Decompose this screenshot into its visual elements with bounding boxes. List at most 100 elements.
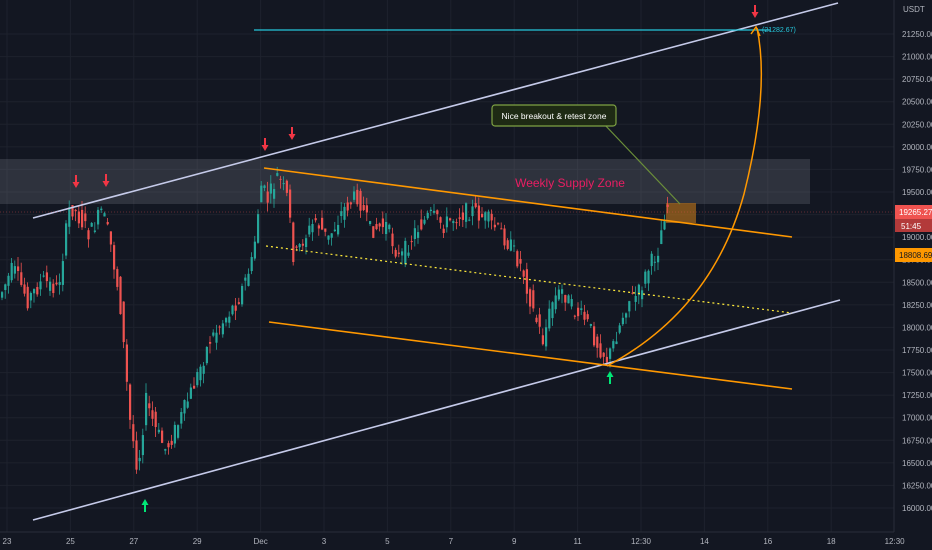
- candle-body: [151, 410, 154, 419]
- candle-body: [161, 430, 164, 443]
- time-tick-label: 27: [129, 537, 138, 546]
- candle-body: [20, 272, 23, 285]
- candle-body: [228, 316, 231, 323]
- countdown-value: 51:45: [901, 222, 922, 231]
- current-price-value: 19265.27: [899, 208, 932, 217]
- candle-body: [385, 221, 388, 235]
- candle-body: [250, 257, 253, 272]
- candle-body: [596, 336, 599, 348]
- candle-body: [13, 266, 16, 274]
- candle-body: [33, 289, 36, 294]
- candle-body: [285, 180, 288, 193]
- price-axis-panel[interactable]: [894, 0, 932, 532]
- candle-body: [26, 286, 29, 309]
- candle-body: [449, 218, 452, 221]
- candle-body: [170, 440, 173, 445]
- candles: [1, 166, 669, 474]
- candle-body: [359, 190, 362, 211]
- candle-body: [301, 243, 304, 246]
- candle-body: [119, 276, 122, 315]
- candle-body: [506, 240, 509, 249]
- candle-body: [410, 241, 413, 243]
- candle-body: [298, 244, 301, 248]
- green-up-arrow: [141, 499, 149, 512]
- candle-body: [327, 235, 330, 240]
- candle-body: [522, 270, 525, 277]
- candle-body: [605, 356, 608, 363]
- candle-body: [148, 403, 151, 409]
- candle-body: [497, 223, 500, 225]
- candle-body: [609, 348, 612, 359]
- candle-body: [93, 230, 96, 232]
- price-tick-label: 17750.00: [902, 346, 932, 355]
- candle-body: [87, 230, 90, 240]
- candle-body: [71, 205, 74, 217]
- candle-body: [509, 239, 512, 251]
- candle-body: [612, 341, 615, 349]
- candle-body: [212, 332, 215, 336]
- candle-body: [253, 241, 256, 259]
- candle-body: [177, 425, 180, 438]
- candle-body: [157, 429, 160, 433]
- candle-body: [65, 223, 68, 256]
- price-tick-label: 19000.00: [902, 233, 932, 242]
- candle-body: [397, 252, 400, 254]
- candle-body: [625, 313, 628, 318]
- candle-body: [241, 286, 244, 305]
- candle-body: [129, 384, 132, 420]
- candle-body: [311, 223, 314, 233]
- candle-body: [61, 261, 64, 285]
- price-tick-label: 16750.00: [902, 436, 932, 445]
- candle-body: [423, 219, 426, 224]
- candle-body: [525, 269, 528, 294]
- candle-body: [500, 228, 503, 230]
- candle-body: [193, 385, 196, 389]
- candle-body: [471, 206, 474, 217]
- callout-text: Nice breakout & retest zone: [502, 111, 607, 121]
- price-tick-label: 20000.00: [902, 143, 932, 152]
- price-tick-label: 18250.00: [902, 301, 932, 310]
- price-tick-label: 17500.00: [902, 369, 932, 378]
- candle-body: [74, 209, 77, 212]
- price-tick-label: 20750.00: [902, 75, 932, 84]
- price-tick-label: 21000.00: [902, 53, 932, 62]
- candle-body: [314, 218, 317, 221]
- projected-move-curve: [606, 27, 763, 367]
- candle-body: [487, 211, 490, 222]
- price-tick-label: 18500.00: [902, 278, 932, 287]
- candle-body: [621, 317, 624, 325]
- candle-body: [84, 213, 87, 222]
- candle-body: [445, 216, 448, 228]
- candle-body: [81, 209, 84, 228]
- candle-body: [586, 314, 589, 320]
- candle-body: [215, 332, 218, 343]
- candle-body: [650, 253, 653, 267]
- green-up-arrow: [606, 371, 614, 384]
- candle-body: [45, 272, 48, 282]
- candle-body: [273, 189, 276, 199]
- candle-body: [183, 399, 186, 414]
- candle-body: [401, 251, 404, 256]
- candle-body: [17, 266, 20, 271]
- candle-body: [113, 245, 116, 270]
- candle-body: [4, 284, 7, 291]
- time-tick-label: 5: [385, 537, 390, 546]
- time-tick-label: 9: [512, 537, 517, 546]
- candle-body: [257, 214, 260, 243]
- candle-body: [657, 255, 660, 263]
- candle-body: [279, 178, 282, 180]
- candle-body: [23, 284, 26, 294]
- candle-body: [666, 204, 669, 207]
- candle-body: [429, 209, 432, 212]
- candle-body: [433, 210, 436, 213]
- candle-body: [599, 343, 602, 358]
- candle-body: [481, 213, 484, 218]
- time-tick-label: 12:30: [885, 537, 906, 546]
- candle-body: [637, 284, 640, 295]
- candle-body: [477, 205, 480, 221]
- candle-body: [551, 302, 554, 319]
- time-axis-panel[interactable]: [0, 532, 932, 550]
- candle-body: [58, 282, 61, 285]
- candle-body: [420, 219, 423, 230]
